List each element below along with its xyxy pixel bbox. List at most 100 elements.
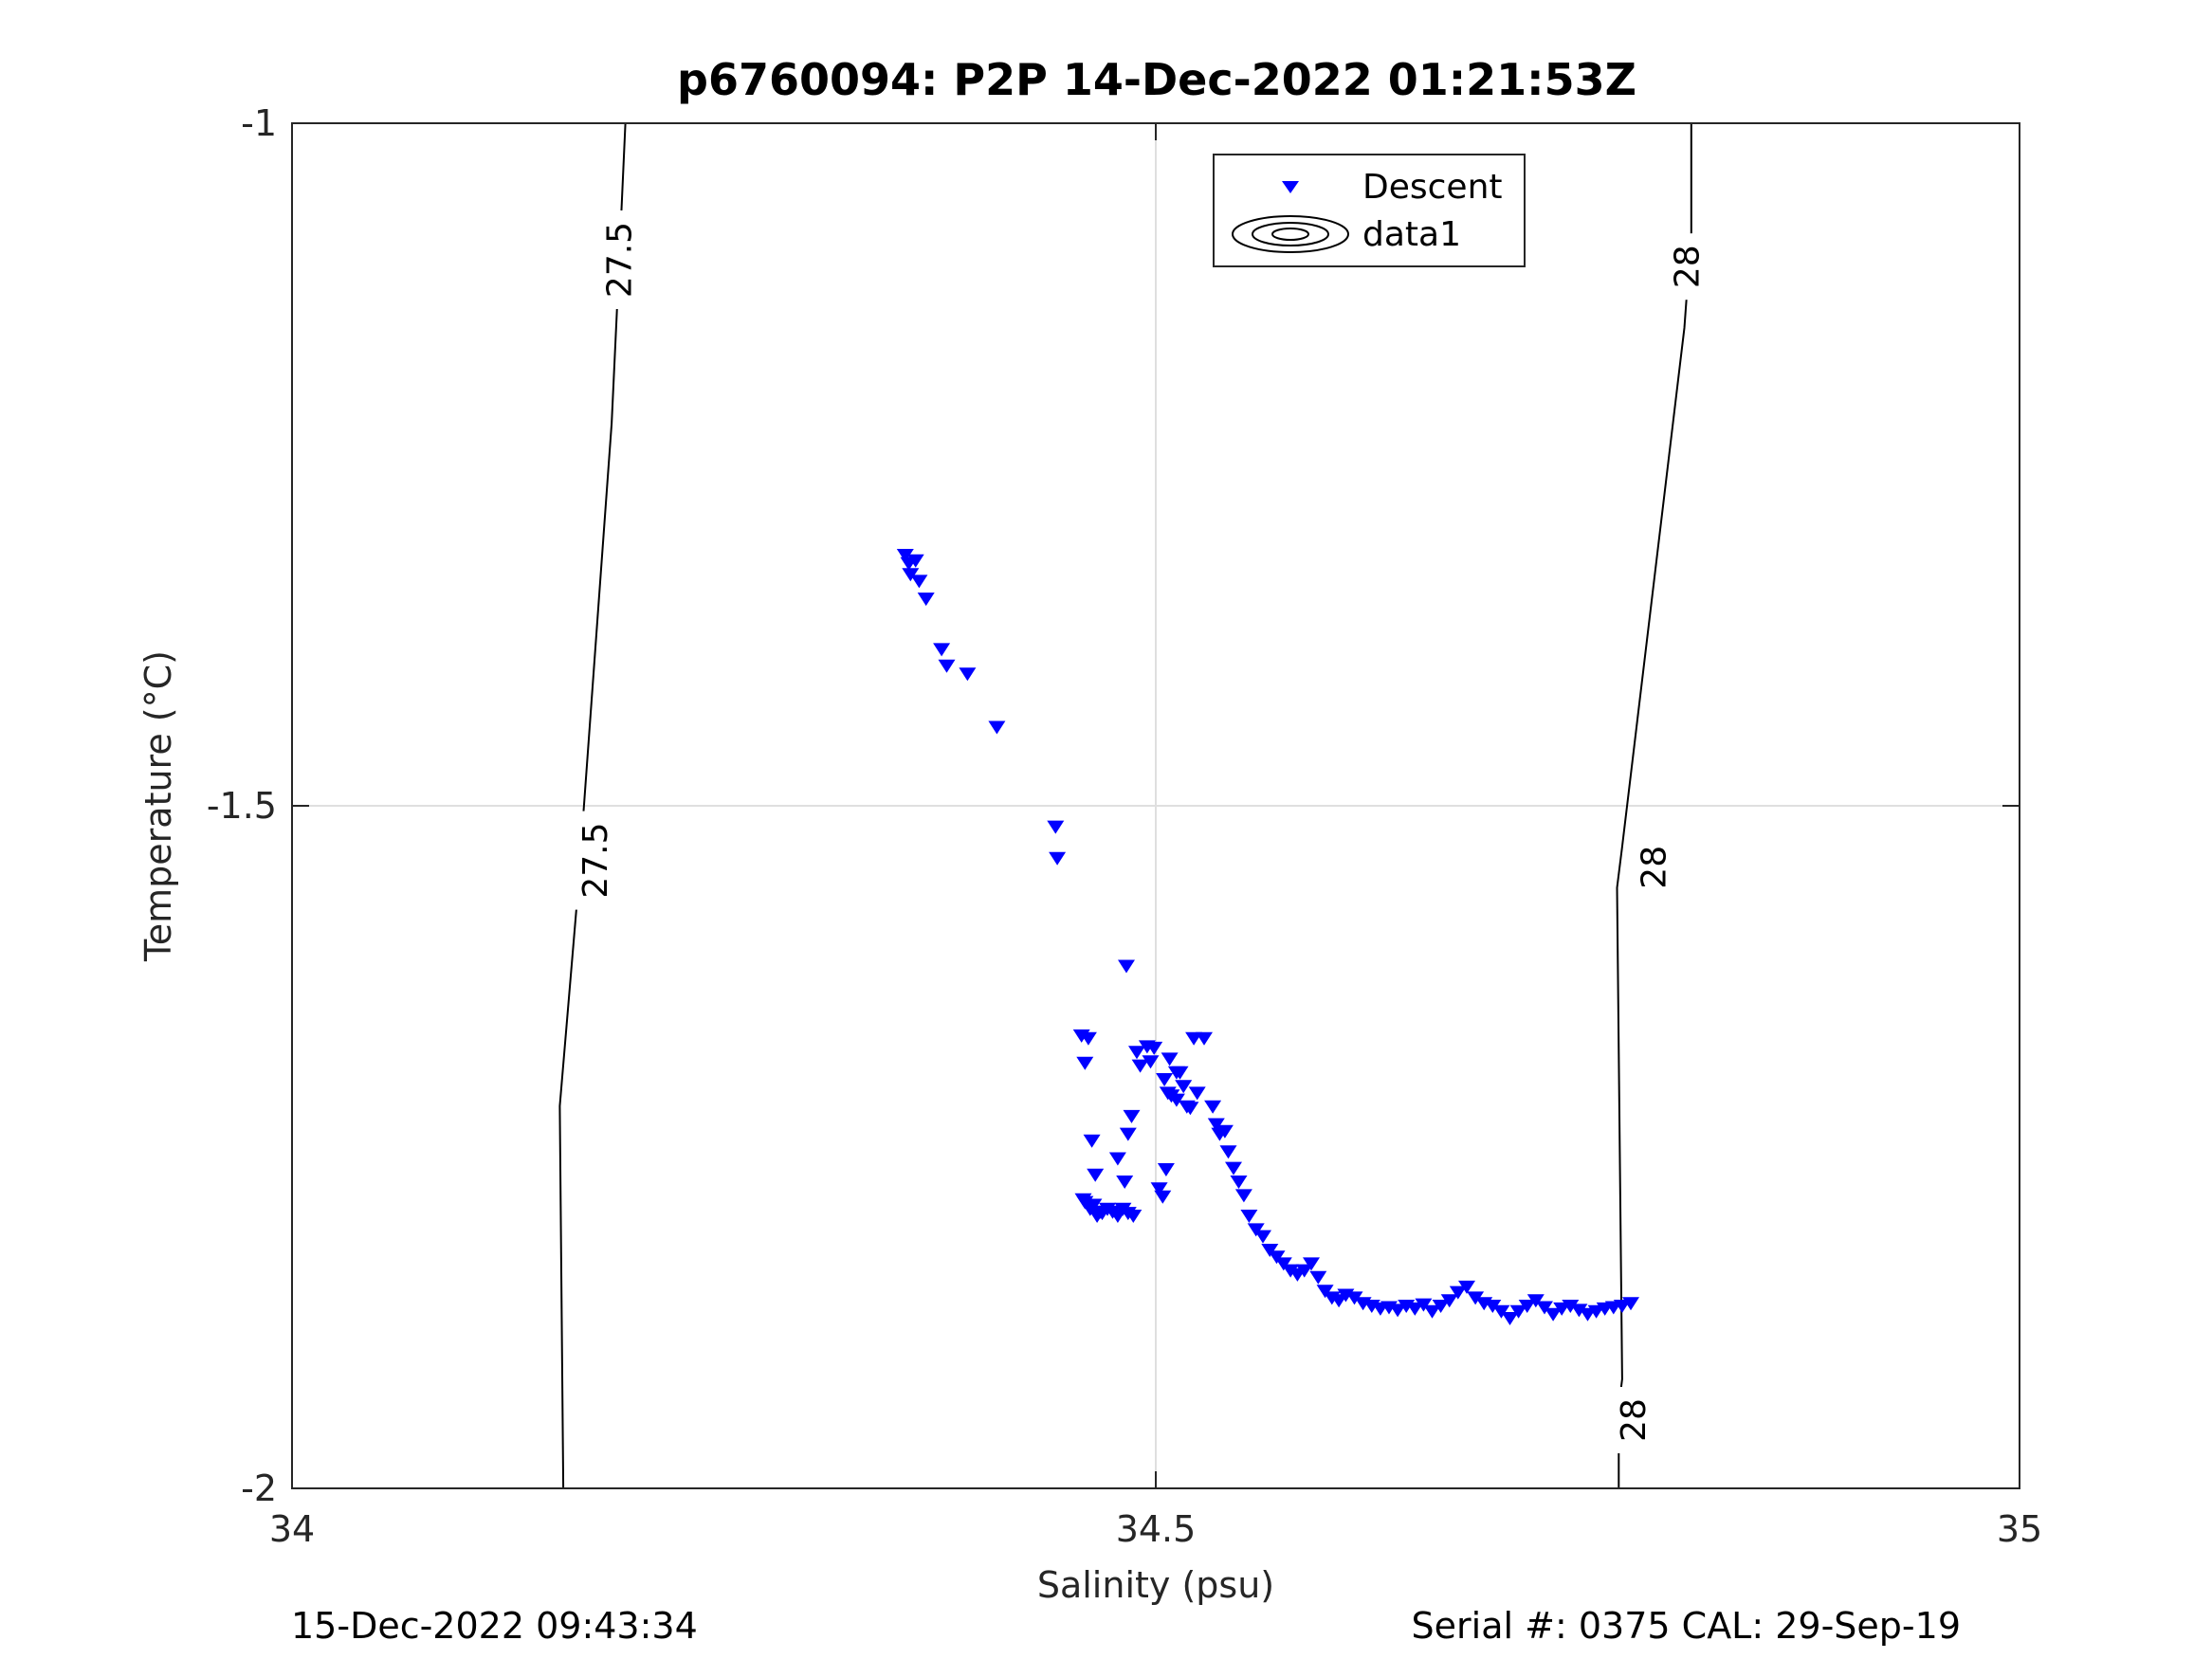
descent-point xyxy=(988,720,1006,735)
descent-point xyxy=(1230,1176,1248,1189)
footer-timestamp: 15-Dec-2022 09:43:34 xyxy=(291,1605,698,1647)
descent-point xyxy=(1526,1294,1545,1308)
descent-point xyxy=(1128,1046,1145,1060)
descent-point xyxy=(896,549,914,562)
descent-point xyxy=(1154,1190,1172,1204)
descent-point xyxy=(1131,1059,1149,1073)
descent-point xyxy=(1261,1244,1279,1257)
descent-point xyxy=(1157,1163,1175,1176)
y-tick-label: -1.5 xyxy=(207,785,277,827)
descent-point xyxy=(1240,1210,1258,1223)
descent-point xyxy=(1171,1066,1189,1080)
descent-point xyxy=(1167,1093,1185,1107)
descent-point xyxy=(1309,1270,1327,1285)
descent-point xyxy=(1150,1182,1168,1196)
descent-point xyxy=(1415,1298,1433,1312)
legend-descent-marker xyxy=(1282,181,1299,193)
descent-point xyxy=(910,574,928,589)
descent-point xyxy=(1440,1294,1458,1308)
descent-point xyxy=(1282,1264,1300,1278)
descent-point xyxy=(1188,1086,1206,1101)
descent-point xyxy=(1484,1300,1502,1313)
descent-point xyxy=(1083,1134,1101,1148)
descent-point xyxy=(1142,1055,1160,1069)
descent-point xyxy=(933,643,951,657)
descent-point xyxy=(1108,1152,1126,1166)
descent-point xyxy=(1118,959,1135,974)
descent-point xyxy=(1509,1304,1527,1319)
descent-point xyxy=(1049,851,1067,866)
descent-point xyxy=(1079,1031,1097,1046)
descent-point xyxy=(1501,1312,1519,1325)
descent-point xyxy=(1156,1073,1174,1086)
descent-point xyxy=(1467,1291,1485,1305)
descent-point xyxy=(917,592,935,607)
descent-point xyxy=(1196,1031,1213,1046)
descent-point xyxy=(1545,1307,1563,1322)
descent-point xyxy=(1225,1161,1242,1176)
descent-point xyxy=(1247,1223,1265,1237)
x-tick-label: 34 xyxy=(269,1508,315,1550)
descent-point xyxy=(1116,1176,1134,1189)
descent-point xyxy=(1268,1250,1286,1265)
contour-label-gap xyxy=(1609,1387,1655,1453)
descent-point xyxy=(1181,1102,1199,1116)
descent-point xyxy=(1622,1297,1639,1311)
descent-point xyxy=(1087,1168,1105,1182)
grid-lines xyxy=(292,123,2020,1488)
descent-point xyxy=(1295,1264,1313,1278)
y-tick-label: -1 xyxy=(241,102,277,144)
descent-point xyxy=(1492,1304,1510,1319)
contour-label: 28 xyxy=(1636,846,1674,889)
descent-point xyxy=(959,667,977,682)
descent-point xyxy=(1570,1304,1588,1318)
legend-contour-icon xyxy=(1232,215,1349,253)
contour-label: 27.5 xyxy=(576,823,615,899)
footer-serial-cal: Serial #: 0375 CAL: 29-Sep-19 xyxy=(1412,1605,1961,1647)
contour-label: 28 xyxy=(1668,245,1707,288)
descent-point xyxy=(1123,1109,1141,1123)
descent-point xyxy=(1175,1080,1193,1094)
descent-point xyxy=(1449,1285,1467,1300)
x-tick-label: 34.5 xyxy=(1116,1508,1197,1550)
x-tick-label: 35 xyxy=(1997,1508,2042,1550)
density-contours: 27.5 27.5 28 28 28 xyxy=(558,122,1709,1489)
descent-point xyxy=(1406,1302,1424,1316)
descent-point xyxy=(1518,1300,1536,1313)
contour-label-gap xyxy=(1630,833,1676,901)
legend-data1-label: data1 xyxy=(1362,215,1461,254)
contour-label-gap xyxy=(595,210,642,309)
contour-label: 27.5 xyxy=(600,222,639,298)
descent-point xyxy=(1145,1041,1163,1055)
descent-point xyxy=(1274,1257,1292,1271)
descent-point xyxy=(1216,1124,1234,1139)
descent-point xyxy=(1047,820,1065,834)
descent-point xyxy=(1345,1291,1363,1305)
descent-point xyxy=(1076,1056,1094,1070)
descent-point xyxy=(1234,1189,1252,1203)
descent-point xyxy=(906,554,924,568)
descent-point xyxy=(1316,1285,1334,1299)
descent-point xyxy=(1303,1257,1320,1271)
chart-title: p6760094: P2P 14-Dec-2022 01:21:53Z xyxy=(677,54,1636,105)
axis-ticks: 34 34.5 35 -1 -1.5 -2 xyxy=(207,102,2042,1550)
contour-label-gap xyxy=(571,811,617,910)
x-axis-label: Salinity (psu) xyxy=(1037,1564,1274,1606)
descent-point xyxy=(1204,1100,1222,1114)
y-axis-label: Temperature (°C) xyxy=(137,650,179,962)
y-tick-label: -2 xyxy=(241,1468,277,1509)
descent-point xyxy=(1219,1145,1237,1159)
descent-point xyxy=(1562,1300,1580,1313)
descent-point xyxy=(1119,1127,1137,1141)
descent-point xyxy=(1161,1052,1179,1066)
descent-point xyxy=(1432,1300,1450,1313)
descent-point xyxy=(1207,1118,1225,1132)
descent-point xyxy=(902,568,920,582)
descent-point xyxy=(1423,1304,1441,1319)
legend-box xyxy=(1213,154,1526,267)
legend-descent-label: Descent xyxy=(1362,168,1503,207)
descent-point xyxy=(1085,1198,1103,1212)
descent-point xyxy=(1124,1210,1143,1223)
descent-point xyxy=(1458,1280,1475,1294)
